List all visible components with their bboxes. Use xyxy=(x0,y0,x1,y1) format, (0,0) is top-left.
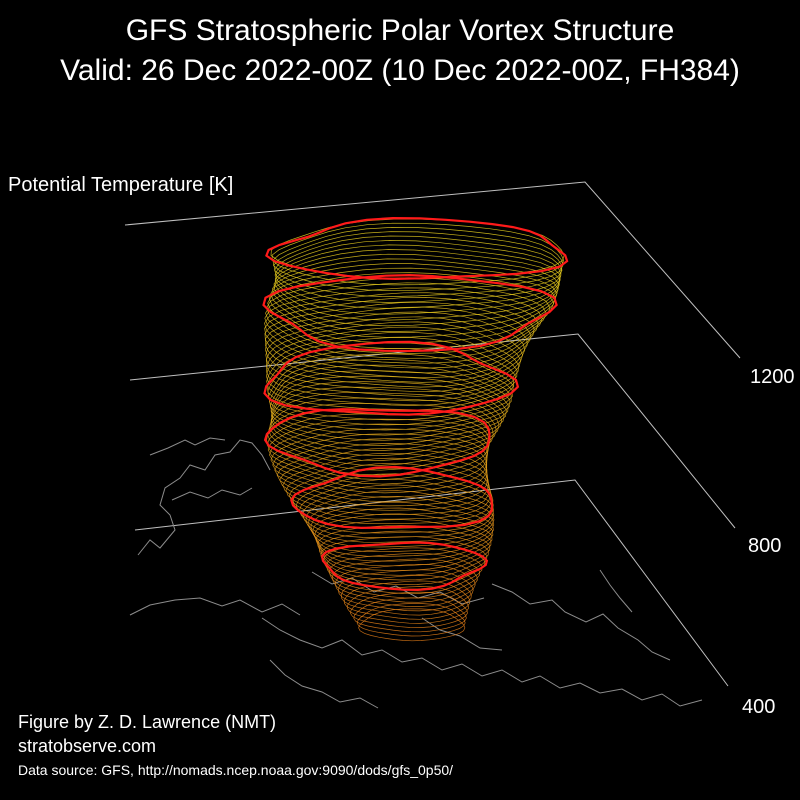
coastline xyxy=(269,659,379,709)
isentropic-contour xyxy=(266,277,551,354)
isentropic-contour xyxy=(264,306,528,383)
isentropic-contour xyxy=(358,608,466,642)
isentropic-contour xyxy=(274,244,561,315)
chart-title: GFS Stratospheric Polar Vortex Structure xyxy=(125,14,675,47)
isentropic-contour xyxy=(267,272,555,349)
isentropic-contour xyxy=(308,496,495,553)
isentropic-contour xyxy=(273,231,563,297)
isentropic-contour xyxy=(315,519,492,571)
isentropic-contour xyxy=(270,428,488,494)
highlighted-contour xyxy=(263,408,491,478)
z-gridline xyxy=(134,479,729,687)
data-source-note: Data source: GFS, http://nomads.ncep.noa… xyxy=(18,762,454,778)
coastline xyxy=(311,571,485,605)
isentropic-contour xyxy=(272,258,559,332)
isentropic-contour xyxy=(265,321,521,397)
vortex-isosurface xyxy=(262,216,569,642)
isentropic-contour xyxy=(269,392,500,461)
isentropic-contour xyxy=(264,301,531,379)
isentropic-contour xyxy=(317,524,491,576)
isentropic-contour xyxy=(285,457,491,520)
isentropic-contour xyxy=(318,530,489,581)
isentropic-contour xyxy=(264,292,539,369)
website-credit: stratobserve.com xyxy=(18,736,157,756)
isentropic-contour xyxy=(271,375,507,446)
isentropic-contour xyxy=(271,222,564,286)
isentropic-contour xyxy=(270,263,558,338)
isentropic-contour xyxy=(274,249,560,321)
isentropic-contour xyxy=(269,423,489,489)
isentropic-contour xyxy=(268,397,497,466)
isentropic-contour xyxy=(267,348,514,421)
z-axis-label: Potential Temperature [K] xyxy=(8,174,234,196)
coastline xyxy=(129,597,301,616)
isentropic-contour xyxy=(356,603,466,637)
isentropic-contour xyxy=(346,586,469,624)
isentropic-contour xyxy=(326,547,483,594)
z-gridline xyxy=(124,181,741,359)
isentropic-contour xyxy=(344,580,471,620)
isentropic-contour xyxy=(332,558,478,603)
figure-credit: Figure by Z. D. Lawrence (NMT) xyxy=(18,712,277,732)
isentropic-contour xyxy=(273,253,560,327)
highlighted-contour xyxy=(320,541,489,592)
coastline xyxy=(149,437,226,456)
highlighted-contour xyxy=(262,273,558,353)
z-tick-label: 1200 xyxy=(750,366,795,388)
coastline xyxy=(599,569,633,613)
highlighted-contour xyxy=(290,465,494,530)
coastlines xyxy=(129,437,703,709)
z-tick-label: 400 xyxy=(742,696,776,718)
isentropic-contour xyxy=(264,297,535,374)
chart-subtitle: Valid: 26 Dec 2022-00Z (10 Dec 2022-00Z,… xyxy=(60,54,740,87)
isentropic-contour xyxy=(329,552,480,599)
coastline xyxy=(137,439,271,556)
isentropic-contour xyxy=(265,282,547,359)
isentropic-contour xyxy=(266,337,516,411)
isentropic-contour xyxy=(350,591,468,628)
isentropic-contour xyxy=(265,311,526,388)
isentropic-contour xyxy=(302,484,495,543)
isentropic-contour xyxy=(274,240,562,309)
z-gridlines xyxy=(124,181,741,687)
isentropic-contour xyxy=(282,452,490,516)
isentropic-contour xyxy=(266,331,518,406)
z-gridline xyxy=(129,333,736,529)
isentropic-contour xyxy=(269,359,512,431)
isentropic-contour xyxy=(272,433,488,498)
isentropic-contour xyxy=(265,326,520,402)
isentropic-contour xyxy=(276,443,488,507)
z-tick-label: 800 xyxy=(748,535,782,557)
coastline xyxy=(261,617,703,707)
isentropic-contour xyxy=(299,478,494,538)
coastline xyxy=(171,487,253,501)
coastline xyxy=(491,583,671,661)
isentropic-contour xyxy=(340,575,472,616)
isentropic-contour xyxy=(314,513,493,567)
isentropic-contour xyxy=(268,267,556,344)
highlighted-contour xyxy=(265,216,569,281)
isentropic-contour xyxy=(289,462,492,525)
